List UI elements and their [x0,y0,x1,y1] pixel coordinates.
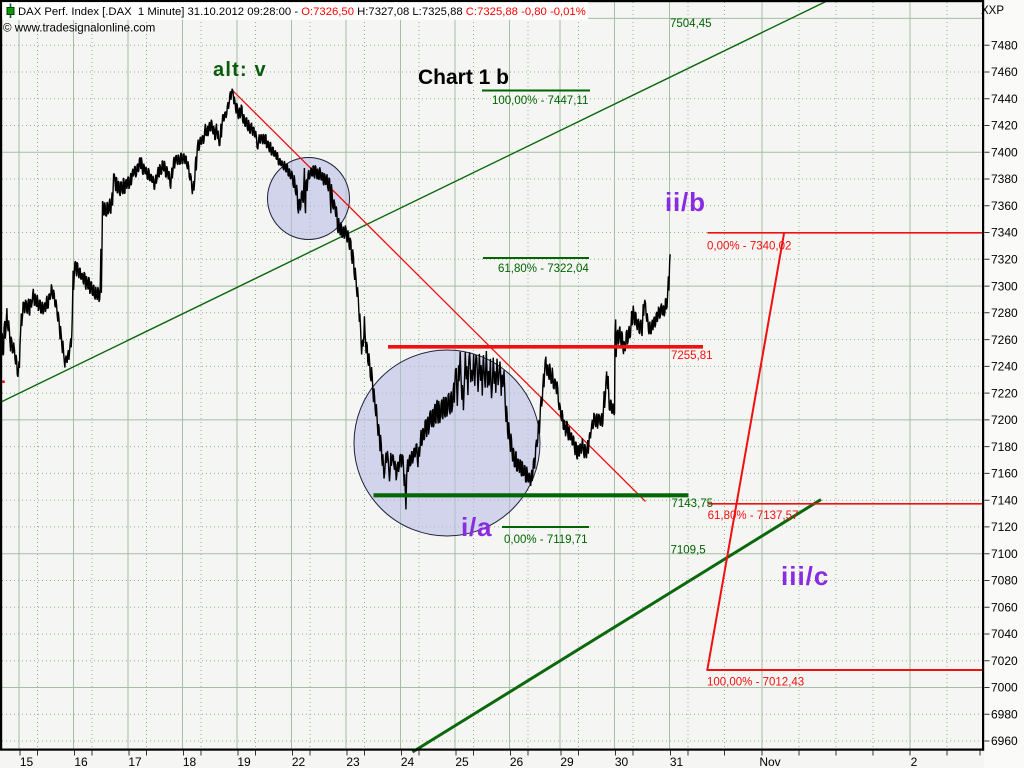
svg-text:7140: 7140 [991,493,1018,507]
svg-text:7260: 7260 [991,333,1018,347]
svg-text:XXP: XXP [981,5,1004,17]
svg-text:7000: 7000 [991,681,1018,695]
svg-text:0,00% - 7119,71: 0,00% - 7119,71 [504,534,588,546]
svg-text:23: 23 [346,755,360,768]
svg-text:7109,5: 7109,5 [671,545,706,557]
svg-text:7300: 7300 [991,279,1018,293]
svg-text:100,00% - 7447,11: 100,00% - 7447,11 [492,95,588,107]
svg-text:7400: 7400 [991,146,1018,160]
svg-text:7060: 7060 [991,600,1018,614]
svg-text:ii/b: ii/b [665,187,706,217]
svg-text:7420: 7420 [991,119,1018,133]
svg-text:6960: 6960 [991,734,1018,748]
svg-text:15: 15 [20,755,34,768]
svg-text:Chart 1 b: Chart 1 b [418,66,509,89]
svg-text:7360: 7360 [991,199,1018,213]
svg-text:7080: 7080 [991,574,1018,588]
svg-text:7240: 7240 [991,360,1018,374]
svg-text:100,00% - 7012,43: 100,00% - 7012,43 [707,677,804,689]
svg-text:30: 30 [615,755,629,768]
svg-text:7200: 7200 [991,413,1018,427]
svg-text:7280: 7280 [991,306,1018,320]
svg-text:7220: 7220 [991,386,1018,400]
svg-text:i/a: i/a [461,512,492,542]
svg-text:7440: 7440 [991,92,1018,106]
svg-text:7180: 7180 [991,440,1018,454]
svg-text:7340: 7340 [991,226,1018,240]
svg-text:17: 17 [128,755,142,768]
svg-text:iii/c: iii/c [781,561,829,591]
svg-text:2: 2 [911,755,918,768]
svg-text:DAX Perf. Index [.DAX 1 Minut: DAX Perf. Index [.DAX 1 Minute] 31.10.20… [18,6,586,18]
svg-text:7160: 7160 [991,467,1018,481]
svg-text:7040: 7040 [991,627,1018,641]
svg-text:25: 25 [455,755,469,768]
svg-text:29: 29 [560,755,574,768]
svg-text:24: 24 [401,755,415,768]
svg-text:0,00% - 7340,02: 0,00% - 7340,02 [707,241,791,253]
svg-text:7020: 7020 [991,654,1018,668]
svg-text:61,80% - 7137,57: 61,80% - 7137,57 [708,510,799,522]
svg-text:7460: 7460 [991,65,1018,79]
svg-text:alt: v: alt: v [213,59,267,81]
svg-text:7480: 7480 [991,38,1018,52]
svg-text:31: 31 [670,755,684,768]
svg-text:61,80% - 7322,04: 61,80% - 7322,04 [498,263,589,275]
svg-text:7320: 7320 [991,253,1018,267]
svg-text:7255,81: 7255,81 [671,350,713,362]
svg-text:18: 18 [183,755,197,768]
svg-text:7120: 7120 [991,520,1018,534]
svg-text:26: 26 [510,755,524,768]
svg-text:6980: 6980 [991,708,1018,722]
svg-text:© www.tradesignalonline.com: © www.tradesignalonline.com [3,22,155,35]
svg-text:16: 16 [74,755,88,768]
svg-text:7143,75: 7143,75 [672,498,714,510]
svg-text:7380: 7380 [991,172,1018,186]
svg-text:7504,45: 7504,45 [670,18,712,30]
svg-text:Nov: Nov [759,755,780,768]
svg-text:22: 22 [292,755,306,768]
svg-text:19: 19 [237,755,251,768]
svg-text:7100: 7100 [991,547,1018,561]
